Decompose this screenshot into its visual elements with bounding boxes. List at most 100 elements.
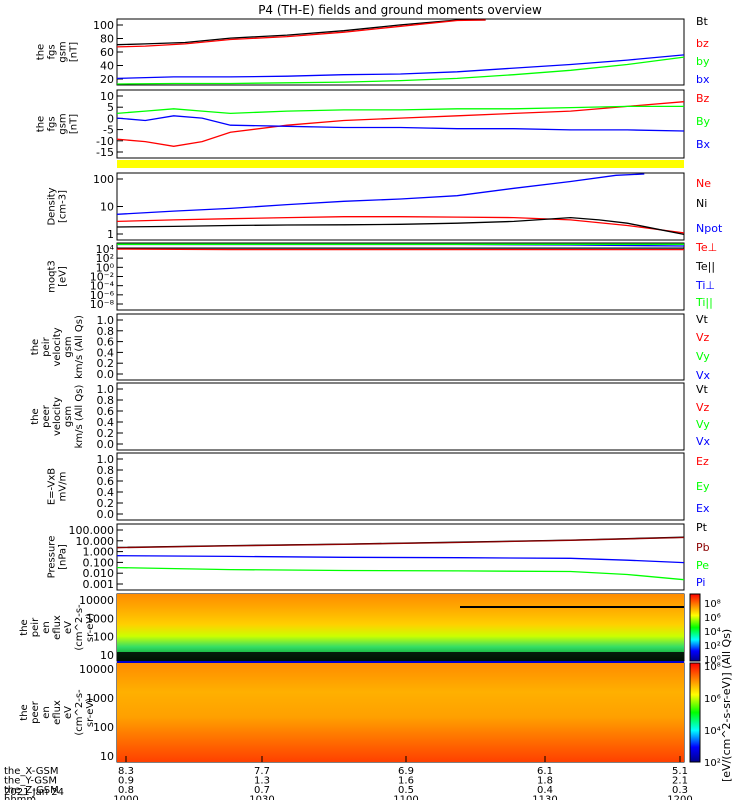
legend-entry: Bt [696,15,709,28]
y-axis-label: Pressure [47,536,58,579]
panel-frame [116,523,685,591]
x-axis-value: 0.5 [398,785,414,796]
y-axis-label: velocity [52,397,63,436]
y-tick-label: 60 [100,46,114,59]
colorbar-tick: 10⁶ [704,613,721,624]
x-axis-value: 1000 [113,795,138,800]
y-tick-label: -5 [103,124,114,137]
y-axis-label: peer [41,404,52,428]
colorbar-bottom [689,662,701,763]
legend-entry: Vz [696,331,710,344]
x-axis-value: 1.3 [254,776,270,787]
y-axis-label: sr-eV) [85,698,96,727]
x-axis-value: 5.1 [672,766,688,777]
y-tick-label: 0.0 [97,368,115,381]
y-tick-label: 40 [100,60,114,73]
heatmap-separator [117,661,684,663]
y-axis-label: moqt3 [47,260,58,293]
y-tick-label: 1000 [86,692,114,705]
y-axis-label: sr-eV) [85,613,96,642]
x-axis-value: 1200 [667,795,692,800]
state-bar [117,160,684,168]
series-line [116,555,685,564]
y-tick-label: 0.6 [97,405,115,418]
y-axis-label: fgs [47,44,58,59]
legend-entry: Pi [696,576,705,589]
panel-frame [116,452,685,521]
x-axis-row-label: the_X-GSM [4,766,58,777]
colorbar-top [689,593,701,662]
legend-entry: Te⊥ [695,241,717,254]
y-axis-label: [nT] [69,42,80,62]
x-axis-value: 6.1 [537,766,553,777]
y-axis-label: [cm-3] [58,190,69,223]
x-axis-value: 7.7 [254,766,270,777]
panel-frame [116,172,685,241]
panel-frame [116,89,685,159]
y-axis-label: gsm [58,113,69,134]
legend-entry: Ex [696,502,710,515]
y-tick-label: 1.0 [97,383,115,396]
y-axis-label: km/s (All Qs) [74,315,85,379]
series-line [116,216,685,236]
y-tick-label: 0.8 [97,394,115,407]
y-tick-label: -15 [96,146,114,159]
legend-entry: Bx [696,138,711,151]
y-tick-label: 0.6 [97,475,115,488]
legend-entry: Pt [696,521,708,534]
x-axis-row-label: hhmm [4,795,36,800]
y-tick-label: 10⁻² [90,271,114,284]
series-line [116,248,684,251]
y-tick-label: 10⁻⁴ [90,280,115,293]
y-tick-label: 100 [93,173,114,186]
heatmap-ion-black-line [460,606,684,608]
y-tick-label: 0.4 [97,416,115,429]
x-axis-value: 0.9 [118,776,134,787]
x-axis-date: 2021 Jan 24 [4,787,64,798]
y-tick-label: 10 [100,90,114,103]
legend-entry: bx [696,73,710,86]
y-axis-label: [eV] [58,266,69,287]
y-tick-label: 10⁻⁸ [90,298,115,311]
y-tick-label: 80 [100,33,114,46]
y-tick-label: 0.2 [97,427,115,440]
y-tick-label: 0 [107,112,114,125]
y-tick-label: 1.0 [97,453,115,466]
y-tick-label: 1000 [86,612,114,625]
y-axis-label: the [36,44,47,60]
y-tick-label: 10 [100,649,114,662]
y-axis-label: Density [47,187,58,225]
legend-entry: By [696,115,711,128]
y-tick-label: 100 [93,721,114,734]
y-tick-label: 10⁰ [96,261,115,274]
colorbar-label: [eV/(cm^2-s-sr-eV)] (All Qs) [720,629,733,782]
legend-entry: Ez [696,455,709,468]
legend-entry: Ne [696,177,711,190]
y-axis-label: the [36,116,47,132]
legend-entry: Te|| [695,260,715,273]
legend-entry: Ni [696,197,707,210]
panel-frame [116,382,685,451]
y-tick-label: 100.000 [69,524,115,537]
y-tick-label: 1.0 [97,314,115,327]
y-axis-label: the [30,408,41,424]
x-axis-value: 0.8 [118,785,134,796]
x-axis-table: the_X-GSM 8.3 7.7 6.9 6.1 5.1 the_Y-GSM 0.9 1.3 1… [4,756,693,800]
series-line [116,115,685,132]
series-line [116,566,685,581]
y-tick-label: 100 [93,631,114,644]
series-line [116,19,486,48]
series-line [116,173,645,215]
y-axis-label: peir [41,336,52,356]
y-axis-label: km/s (All Qs) [74,385,85,449]
y-axis-label: eV [63,621,74,634]
legend-entry: Vx [696,435,711,448]
legend-entry: Ti|| [695,296,713,309]
y-tick-label: 0.4 [97,486,115,499]
heatmap-ion-dark-band [117,652,684,662]
y-axis-label: gsm [58,41,69,62]
y-tick-label: 0.2 [97,357,115,370]
legend-entry: bz [696,37,709,50]
x-axis-value: 0.7 [254,785,270,796]
